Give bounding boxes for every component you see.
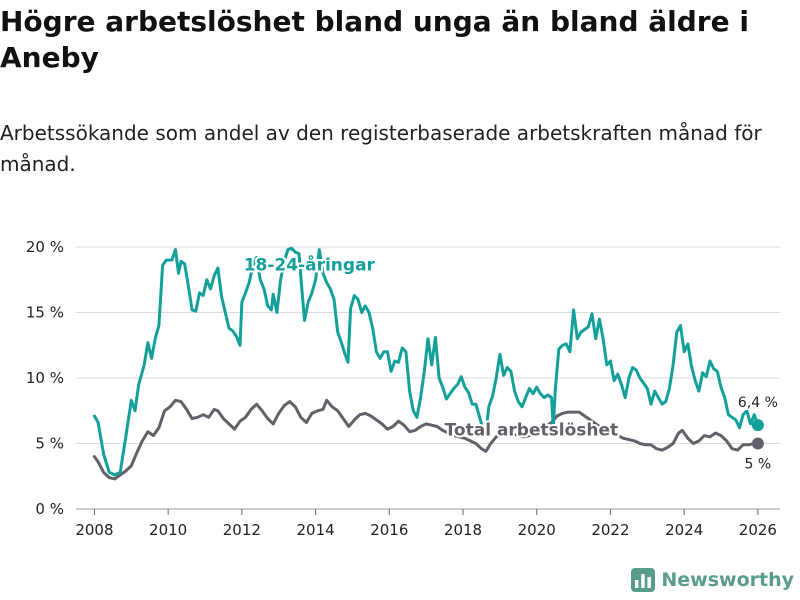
x-tick-label: 2012 xyxy=(223,521,261,539)
x-tick-label: 2016 xyxy=(370,521,408,539)
end-marker-youth xyxy=(751,419,764,432)
end-label-youth: 6,4 % xyxy=(738,395,778,411)
x-tick-label: 2014 xyxy=(296,521,334,539)
y-tick-label: 10 % xyxy=(26,369,64,387)
bar-chart-icon xyxy=(631,568,656,592)
x-tick-label: 2018 xyxy=(444,521,482,539)
series-line-youth xyxy=(92,246,760,477)
brand-name: Newsworthy xyxy=(661,569,794,591)
brand-logo: Newsworthy xyxy=(631,566,794,594)
series-label-total: Total arbetslöshet xyxy=(445,421,619,441)
chart-title: Högre arbetslöshet bland unga än bland ä… xyxy=(0,5,749,74)
chart-subtitle: Arbetssökande som andel av den registerb… xyxy=(0,121,762,176)
x-tick-label: 2010 xyxy=(149,521,187,539)
series-line-total xyxy=(92,398,760,481)
x-tick-label: 2008 xyxy=(75,521,113,539)
x-tick-label: 2024 xyxy=(665,521,703,539)
y-tick-label: 0 % xyxy=(35,500,64,518)
end-marker-total xyxy=(751,437,764,450)
y-tick-label: 15 % xyxy=(26,304,64,322)
x-tick-label: 2020 xyxy=(518,521,556,539)
x-tick-label: 2022 xyxy=(591,521,629,539)
end-label-total: 5 % xyxy=(745,457,772,473)
y-tick-label: 20 % xyxy=(26,238,64,256)
series-label-youth: 18-24-åringar xyxy=(244,254,376,276)
y-tick-label: 5 % xyxy=(35,435,64,453)
x-tick-label: 2026 xyxy=(739,521,777,539)
